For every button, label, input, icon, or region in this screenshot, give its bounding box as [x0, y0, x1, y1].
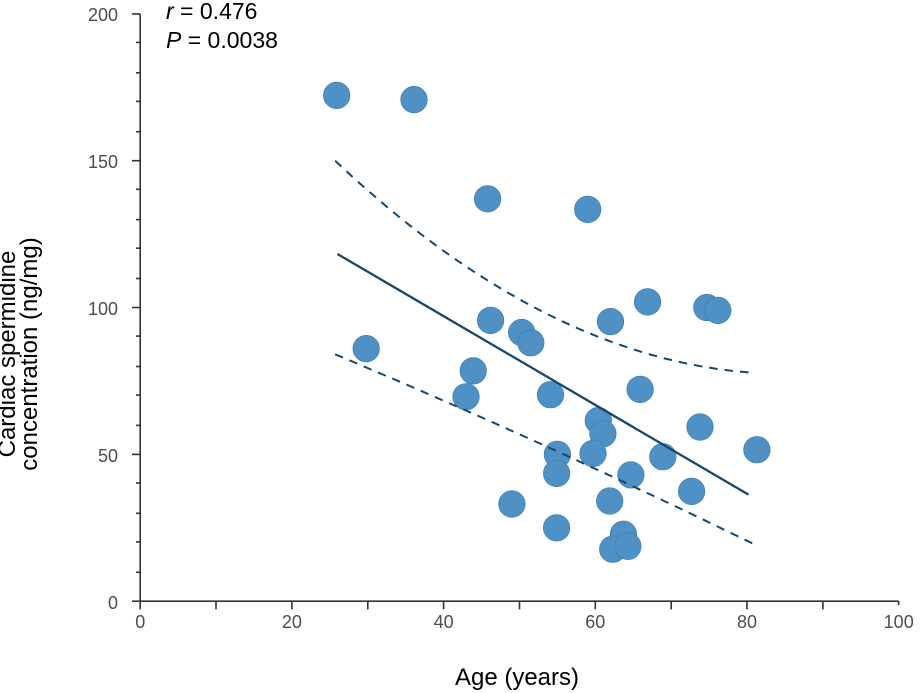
svg-text:80: 80 — [737, 612, 757, 632]
svg-text:P = 0.0038: P = 0.0038 — [166, 27, 278, 53]
svg-text:0: 0 — [135, 612, 145, 632]
svg-text:20: 20 — [282, 612, 302, 632]
svg-text:200: 200 — [88, 5, 118, 25]
svg-text:r = 0.476: r = 0.476 — [166, 0, 257, 24]
svg-text:0: 0 — [108, 593, 118, 613]
svg-text:40: 40 — [434, 612, 454, 632]
svg-text:Age (years): Age (years) — [455, 664, 579, 691]
svg-text:concentration (ng/mg): concentration (ng/mg) — [16, 237, 43, 470]
svg-text:60: 60 — [585, 612, 605, 632]
svg-text:150: 150 — [88, 152, 118, 172]
svg-text:100: 100 — [884, 612, 914, 632]
svg-text:100: 100 — [88, 299, 118, 319]
svg-text:50: 50 — [98, 446, 118, 466]
